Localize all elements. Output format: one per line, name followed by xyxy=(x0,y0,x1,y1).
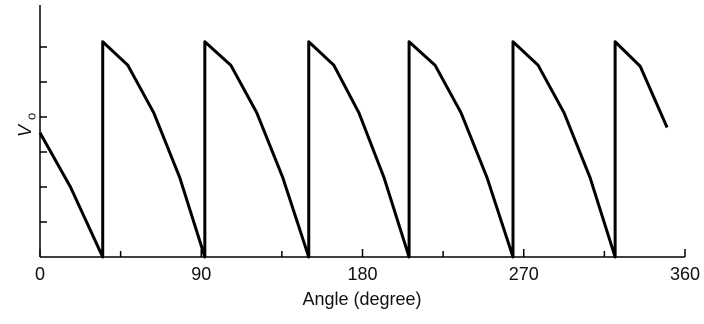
y-axis-label-sub: o xyxy=(23,113,38,120)
x-tick-label: 270 xyxy=(509,264,539,284)
y-axis-label: V xyxy=(15,123,35,137)
x-tick-label: 90 xyxy=(191,264,211,284)
x-tick-label: 0 xyxy=(35,264,45,284)
x-tick-label: 360 xyxy=(670,264,700,284)
y-axis-label-group: V o xyxy=(15,113,39,137)
x-axis-label: Angle (degree) xyxy=(302,289,421,309)
x-tick-label: 180 xyxy=(347,264,377,284)
line-series xyxy=(38,40,669,259)
